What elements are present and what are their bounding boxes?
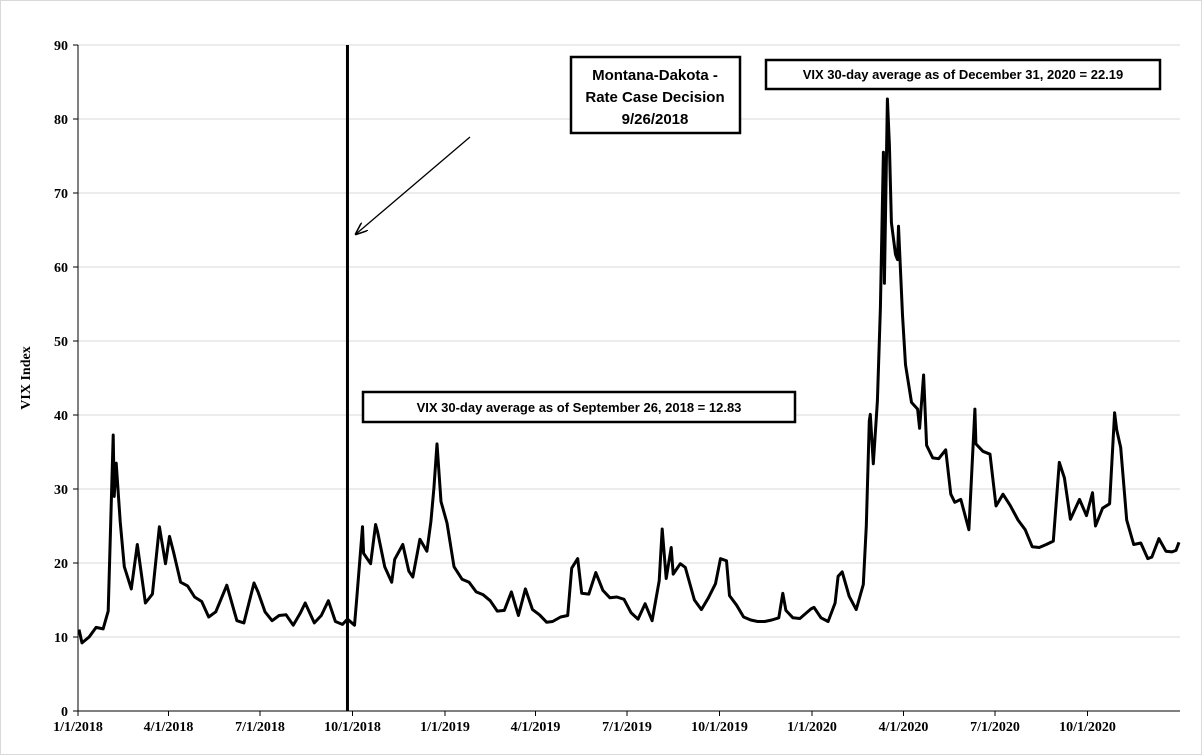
annotation-text: Montana-Dakota -: [592, 67, 718, 84]
y-tick-label: 80: [54, 113, 68, 128]
x-tick-label: 7/1/2019: [602, 720, 652, 735]
y-tick-label: 10: [54, 631, 68, 646]
x-tick-label: 1/1/2018: [53, 720, 103, 735]
x-tick-label: 4/1/2018: [144, 720, 194, 735]
annotations: Montana-Dakota - Rate Case Decision 9/26/2…: [356, 55, 1162, 424]
y-tick-label: 60: [54, 261, 68, 276]
axes: 0 10 20 30 40 50 60 70 80 90 1/1/2018 4/1/2018 7/1/2…: [53, 39, 1180, 735]
x-tick-label: 10/1/2019: [691, 720, 748, 735]
annotation-box: [361, 390, 797, 424]
y-tick-label: 50: [54, 335, 68, 350]
annotation-text: VIX 30-day average as of December 31, 20…: [803, 67, 1124, 82]
x-tick-label: 4/1/2020: [879, 720, 929, 735]
y-tick-label: 30: [54, 483, 68, 498]
annotation-box: [569, 55, 742, 135]
y-tick-label: 90: [54, 39, 68, 54]
y-tick-label: 40: [54, 409, 68, 424]
vix-line: [77, 97, 1181, 645]
y-tick-label: 20: [54, 557, 68, 572]
x-tick-label: 1/1/2020: [787, 720, 837, 735]
x-tick-label: 10/1/2020: [1059, 720, 1116, 735]
annotation-text: 9/26/2018: [622, 111, 689, 128]
x-tick-label: 1/1/2019: [420, 720, 470, 735]
x-tick-label: 10/1/2018: [324, 720, 381, 735]
x-tick-label: 7/1/2018: [235, 720, 285, 735]
y-tick-label: 0: [61, 705, 68, 720]
x-tick-label: 4/1/2019: [511, 720, 561, 735]
annotation-text: VIX 30-day average as of September 26, 2…: [417, 400, 742, 415]
annotation-box: [764, 58, 1162, 91]
y-tick-label: 70: [54, 187, 68, 202]
annotation-arrow: [356, 136, 471, 234]
annotation-text: Rate Case Decision: [585, 89, 724, 106]
plot: [77, 45, 1181, 711]
y-axis-label: VIX Index: [19, 346, 34, 409]
x-tick-label: 7/1/2020: [970, 720, 1020, 735]
